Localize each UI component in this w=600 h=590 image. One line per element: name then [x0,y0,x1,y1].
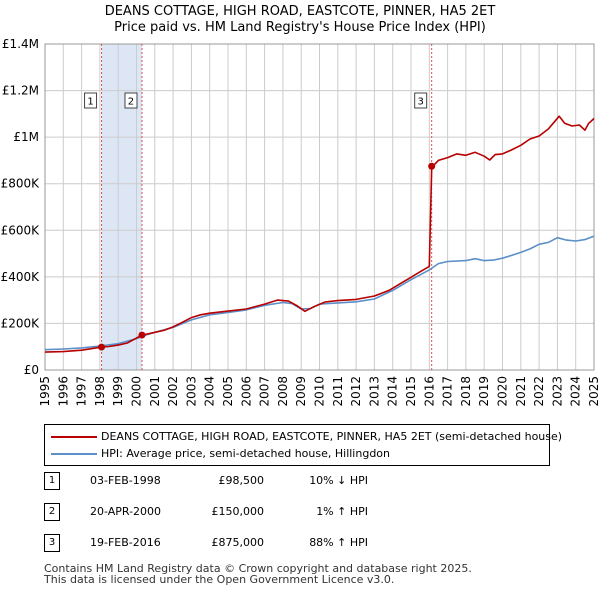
sale-price: £150,000 [211,505,265,518]
sale-hpi-change: 10% ↓ HPI [309,474,368,487]
x-tick-label: 2007 [258,376,272,407]
x-tick-label: 1999 [111,376,125,407]
x-tick-label: 2023 [550,376,564,407]
sale-price: £875,000 [211,536,265,549]
y-tick-label: £1.2M [2,84,39,98]
x-tick-label: 1998 [93,376,107,407]
y-tick-label: £1M [13,130,39,144]
x-tick-label: 2004 [203,376,217,407]
x-tick-label: 2019 [477,376,491,407]
sale-marker-box [414,92,428,109]
legend: DEANS COTTAGE, HIGH ROAD, EASTCOTE, PINN… [44,424,562,466]
property-price-line [44,115,595,353]
sale-point [428,162,436,170]
sale-date: 20-APR-2000 [90,505,162,518]
sale-marker-number: 3 [417,97,423,108]
sale-row: 1 03-FEB-1998 £98,500 10% ↓ HPI [44,472,464,492]
sale-marker-label: 1 [84,92,98,109]
sale-point [98,343,106,351]
x-tick-label: 2000 [130,376,144,407]
x-tick-label: 2018 [459,376,473,407]
sale-hpi-change: 1% ↑ HPI [316,505,368,518]
legend-label-property: DEANS COTTAGE, HIGH ROAD, EASTCOTE, PINN… [101,430,563,443]
sale-marker-label: 3 [414,92,428,109]
x-tick-label: 2015 [404,376,418,407]
x-tick-label: 1996 [56,376,70,407]
sale-number: 2 [44,503,60,521]
x-tick-label: 2011 [331,376,345,407]
legend-label-hpi: HPI: Average price, semi-detached house,… [101,447,390,460]
x-tick-label: 2001 [148,376,162,407]
legend-item-hpi: HPI: Average price, semi-detached house,… [45,446,549,462]
x-tick-label: 2002 [166,376,180,407]
sale-marker-box [84,92,98,109]
x-tick-label: 2010 [313,376,327,407]
chart-title: DEANS COTTAGE, HIGH ROAD, EASTCOTE, PINN… [104,4,496,19]
x-tick-label: 2003 [184,376,198,407]
sale-date: 03-FEB-1998 [90,474,161,487]
legend-swatch-property [51,436,97,438]
footer: Contains HM Land Registry data © Crown c… [44,563,472,585]
legend-item-property: DEANS COTTAGE, HIGH ROAD, EASTCOTE, PINN… [45,429,562,445]
sale-date: 19-FEB-2016 [90,536,161,549]
sale-row: 3 19-FEB-2016 £875,000 88% ↑ HPI [44,534,464,554]
x-tick-label: 2013 [367,376,381,407]
y-tick-label: £600K [1,223,41,237]
x-tick-label: 2022 [532,376,546,407]
x-tick-label: 2014 [386,376,400,407]
price-chart: £0 £200K £400K £600K £800K £1M £1.2M £1.4M 1995 1… [1,37,600,407]
plot-frame [44,43,595,371]
y-tick-label: £0 [24,363,39,377]
x-tick-label: 2012 [349,376,363,407]
x-tick-label: 2017 [441,376,455,407]
sale-price: £98,500 [218,474,265,487]
x-tick-label: 2020 [496,376,510,407]
footer-copyright: Contains HM Land Registry data © Crown c… [44,562,472,575]
x-tick-label: 2009 [294,376,308,407]
sale-marker-number: 2 [128,97,134,108]
y-tick-label: £800K [1,177,41,191]
y-tick-label: £1.4M [2,37,39,51]
x-tick-label: 1997 [75,376,89,407]
chart-subtitle: Price paid vs. HM Land Registry's House … [114,20,486,35]
x-tick-label: 1995 [38,376,52,407]
x-tick-label: 2024 [569,376,583,407]
x-tick-label: 2006 [239,376,253,407]
x-tick-label: 2021 [514,376,528,407]
x-tick-label: 2005 [221,376,235,407]
sale-point [138,331,146,339]
sale-number: 3 [44,534,60,552]
sale-marker-number: 1 [87,97,93,108]
sale-marker-box [124,92,138,109]
y-tick-label: £400K [1,270,41,284]
y-tick-label: £200K [1,316,41,330]
x-tick-label: 2008 [276,376,290,407]
x-tick-label: 2025 [587,376,600,407]
footer-licence: This data is licensed under the Open Gov… [44,573,395,586]
sale-number: 1 [44,472,60,490]
sale-hpi-change: 88% ↑ HPI [309,536,368,549]
sale-row: 2 20-APR-2000 £150,000 1% ↑ HPI [44,503,464,523]
sale-marker-label: 2 [124,92,138,109]
x-tick-label: 2016 [422,376,436,407]
legend-swatch-hpi [51,453,97,455]
